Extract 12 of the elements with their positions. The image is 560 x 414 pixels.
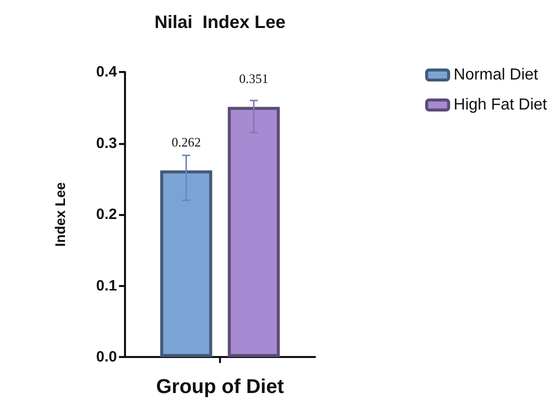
data-label: 0.262 <box>172 134 201 150</box>
legend-label: Normal Diet <box>454 66 539 84</box>
x-axis-title: Group of Diet <box>156 376 284 398</box>
y-axis-title: Index Lee <box>52 182 68 247</box>
y-tick-label: 0.1 <box>96 277 117 294</box>
legend-label: High Fat Diet <box>454 96 548 114</box>
y-tick-label: 0.0 <box>96 348 117 366</box>
data-label: 0.351 <box>239 70 268 86</box>
y-tick-label: 0.2 <box>96 206 117 223</box>
y-tick-label: 0.4 <box>96 64 118 80</box>
chart-title: Nilai Index Lee <box>154 12 286 32</box>
y-tick-label: 0.3 <box>96 134 117 152</box>
